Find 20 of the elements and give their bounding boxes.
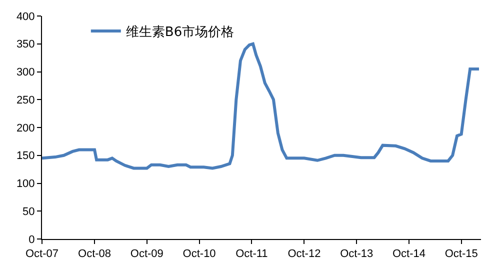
y-tick-label: 0	[28, 234, 35, 246]
x-tick-label: Oct-11	[236, 248, 268, 260]
y-tick-label: 350	[16, 38, 35, 51]
y-tick-label: 250	[16, 94, 35, 106]
y-tick-label: 400	[16, 10, 35, 23]
line-series	[42, 42, 480, 170]
y-tick-label: 150	[16, 150, 35, 162]
x-tick-label: Oct-10	[182, 248, 216, 260]
y-tick-label: 50	[22, 206, 35, 218]
x-tick-label: Oct-07	[25, 248, 59, 260]
y-tick-label: 100	[16, 178, 35, 190]
legend-label: 维生素B6市场价格	[126, 25, 234, 40]
x-tick-label: Oct-08	[78, 248, 112, 260]
x-tick-label: Oct-12	[288, 248, 321, 260]
x-tick-label: Oct-15	[444, 248, 478, 260]
x-tick-label: Oct-09	[130, 248, 164, 260]
x-tick-label: Oct-14	[392, 248, 426, 260]
y-tick-label: 200	[16, 122, 35, 134]
y-tick-label: 300	[16, 66, 35, 79]
x-tick-label: Oct-13	[340, 248, 374, 260]
